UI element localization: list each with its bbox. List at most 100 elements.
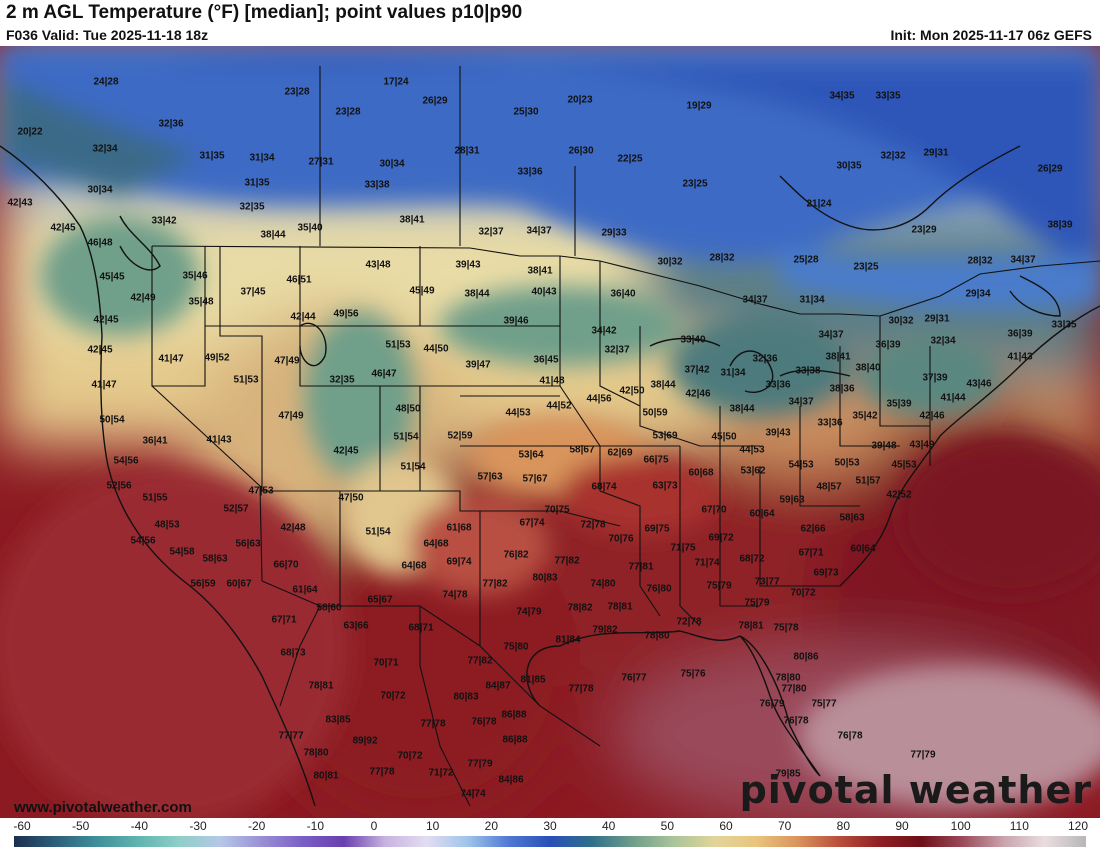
point-value: 80|83 — [532, 572, 558, 584]
point-value: 76|78 — [471, 716, 497, 728]
point-value: 76|82 — [503, 549, 529, 561]
point-value: 53|64 — [518, 449, 544, 461]
colorbar-tick-label: 10 — [425, 819, 440, 833]
point-value: 72|78 — [580, 519, 606, 531]
point-value: 79|85 — [775, 768, 801, 780]
point-value: 47|49 — [278, 410, 304, 422]
colorbar-tick-label: 50 — [660, 819, 675, 833]
colorbar: -60 -50 -40 -30 -20 -10 0 10 20 30 40 50 60 70 80 90 100… — [0, 818, 1100, 850]
point-value: 35|39 — [886, 398, 912, 410]
coastlines — [0, 145, 1100, 807]
point-value: 31|35 — [244, 177, 270, 189]
point-value: 25|28 — [793, 254, 819, 266]
point-value: 39|46 — [503, 315, 529, 327]
point-value: 75|79 — [744, 597, 770, 609]
point-value: 36|39 — [875, 339, 901, 351]
colorbar-tick-label: 90 — [895, 819, 909, 833]
map-title: 2 m AGL Temperature (°F) [median]; point… — [6, 2, 523, 23]
point-value: 47|53 — [248, 485, 274, 497]
point-value: 68|74 — [591, 481, 617, 493]
point-value: 42|46 — [685, 388, 711, 400]
point-value: 46|48 — [87, 237, 113, 249]
point-value: 63|66 — [343, 620, 369, 632]
point-value: 77|81 — [628, 561, 654, 573]
point-value: 67|71 — [271, 614, 297, 626]
point-value: 41|44 — [940, 392, 966, 404]
point-value: 76|78 — [837, 730, 863, 742]
point-value: 39|43 — [765, 427, 791, 439]
point-value: 74|78 — [442, 589, 468, 601]
point-value: 26|29 — [422, 95, 448, 107]
point-value: 77|79 — [467, 758, 493, 770]
point-value: 33|36 — [817, 417, 843, 429]
point-value: 81|85 — [520, 674, 546, 686]
point-value: 61|64 — [292, 584, 318, 596]
colorbar-tick-label: 40 — [601, 819, 616, 833]
point-value: 41|43 — [1007, 351, 1033, 363]
point-value: 39|43 — [455, 259, 481, 271]
point-value: 32|37 — [604, 344, 630, 356]
point-value: 47|50 — [338, 492, 364, 504]
point-value: 44|53 — [739, 444, 765, 456]
point-value: 70|72 — [790, 587, 816, 599]
temperature-map[interactable]: 24|28 23|28 17|24 26|29 25|30 20|23 19|29 34|35… — [0, 46, 1100, 818]
point-value: 51|57 — [855, 475, 881, 487]
point-value: 23|28 — [284, 86, 310, 98]
point-value: 21|24 — [806, 198, 832, 210]
point-value: 48|53 — [154, 519, 180, 531]
point-value: 31|35 — [199, 150, 225, 162]
header: 2 m AGL Temperature (°F) [median]; point… — [0, 0, 1100, 46]
point-value: 58|67 — [569, 444, 595, 456]
point-value: 80|86 — [793, 651, 819, 663]
point-value: 38|44 — [260, 229, 286, 241]
temperature-field — [0, 46, 1100, 818]
colorbar-tick-label: 70 — [777, 819, 792, 833]
point-value: 77|82 — [467, 655, 493, 667]
point-value: 78|81 — [738, 620, 764, 632]
point-value: 62|66 — [800, 523, 826, 535]
point-value: 30|35 — [836, 160, 862, 172]
point-value: 81|84 — [555, 634, 581, 646]
point-value: 77|78 — [420, 718, 446, 730]
point-value: 37|42 — [684, 364, 710, 376]
colorbar-tick-label: 120 — [1067, 819, 1089, 833]
point-value: 68|71 — [408, 622, 434, 634]
point-value: 78|80 — [644, 630, 670, 642]
point-value: 34|37 — [526, 225, 552, 237]
point-value: 28|32 — [709, 252, 735, 264]
point-value: 43|49 — [909, 439, 935, 451]
website-label[interactable]: www.pivotalweather.com — [14, 799, 192, 816]
point-value: 23|29 — [911, 224, 937, 236]
point-value: 36|45 — [533, 354, 559, 366]
point-value: 69|73 — [813, 567, 839, 579]
point-value: 23|25 — [682, 178, 708, 190]
point-value: 38|40 — [855, 362, 881, 374]
point-value: 75|78 — [773, 622, 799, 634]
point-value: 48|50 — [395, 403, 421, 415]
point-value: 34|35 — [829, 90, 855, 102]
point-value: 42|43 — [7, 197, 33, 209]
point-value: 30|34 — [379, 158, 405, 170]
point-value: 44|56 — [586, 393, 612, 405]
point-value: 49|56 — [333, 308, 359, 320]
colorbar-tick-label: -40 — [130, 819, 148, 833]
point-value: 57|67 — [522, 473, 548, 485]
point-value: 51|54 — [400, 461, 426, 473]
point-value: 50|54 — [99, 414, 125, 426]
point-value: 84|86 — [498, 774, 524, 786]
point-value: 60|67 — [226, 578, 252, 590]
point-value: 33|38 — [795, 365, 821, 377]
point-value: 46|51 — [286, 274, 312, 286]
point-value: 38|41 — [399, 214, 425, 226]
point-value: 73|77 — [754, 576, 780, 588]
point-value: 29|31 — [924, 313, 950, 325]
brand-logo: pivotal weather — [739, 768, 1092, 812]
point-value: 68|72 — [739, 553, 765, 565]
point-value: 52|59 — [447, 430, 473, 442]
point-value: 68|73 — [280, 647, 306, 659]
point-value: 42|46 — [919, 410, 945, 422]
point-value: 22|25 — [617, 153, 643, 165]
colorbar-tick-label: -10 — [306, 819, 324, 833]
point-value: 36|41 — [142, 435, 168, 447]
point-value: 39|48 — [871, 440, 897, 452]
